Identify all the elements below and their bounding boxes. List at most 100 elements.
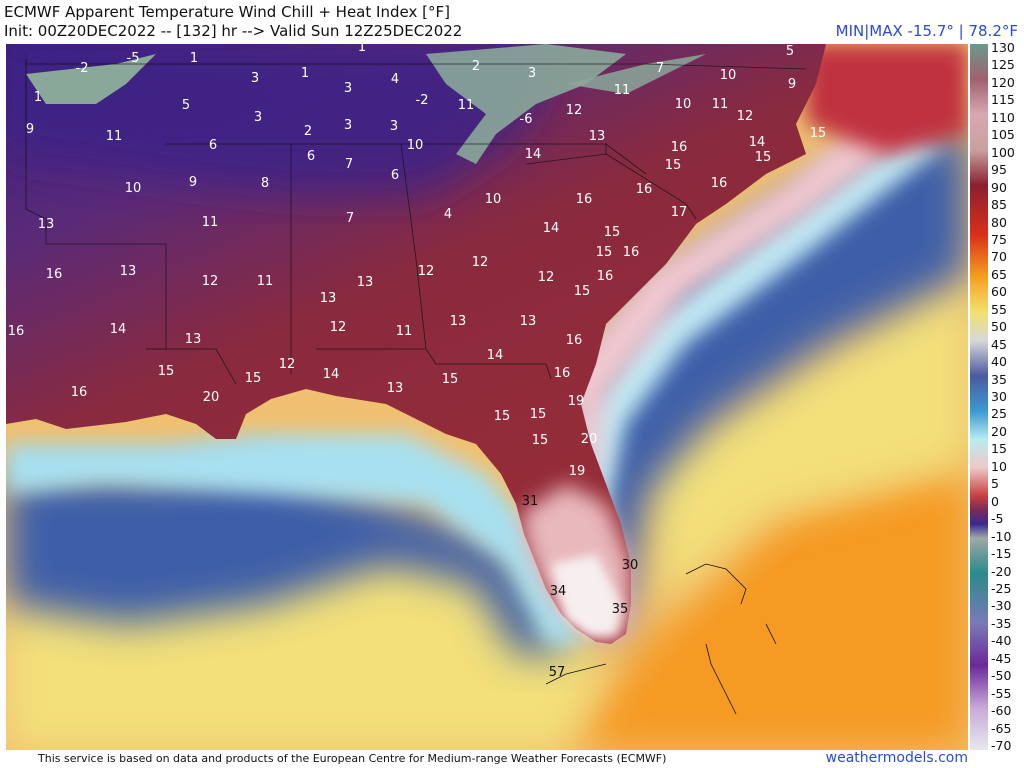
colorbar-tick: 90 (991, 179, 1007, 195)
colorbar-tick: 45 (991, 336, 1007, 352)
temperature-label: 11 (396, 324, 413, 339)
temperature-label: 15 (530, 407, 547, 422)
colorbar-tick: 60 (991, 284, 1007, 300)
temperature-label: 15 (574, 284, 591, 299)
temperature-label: 12 (472, 255, 489, 270)
colorbar-tick: 85 (991, 197, 1007, 213)
colorbar-tick: 95 (991, 162, 1007, 178)
colorbar-tick: -15 (991, 546, 1012, 562)
temperature-label: 12 (538, 270, 555, 285)
map-title: ECMWF Apparent Temperature Wind Chill + … (4, 3, 450, 21)
temperature-label: 15 (532, 433, 549, 448)
colorbar (970, 44, 988, 750)
temperature-label: 15 (596, 245, 613, 260)
temperature-label: 11 (257, 274, 274, 289)
colorbar-ticks: 130 125 120 115 110 105 100 95 90 85 80 75 70 65 60 55 5… (989, 40, 1023, 753)
temperature-label: -2 (416, 93, 429, 108)
temperature-label: 10 (485, 192, 502, 207)
temperature-label: 1 (190, 51, 198, 66)
header: ECMWF Apparent Temperature Wind Chill + … (0, 0, 1024, 44)
temperature-label: 16 (576, 192, 593, 207)
temperature-label: 15 (604, 225, 621, 240)
temperature-label: -6 (520, 112, 533, 127)
temperature-label: 16 (636, 182, 653, 197)
colorbar-tick: -70 (991, 738, 1012, 753)
colorbar-tick: 15 (991, 441, 1007, 457)
data-credit: This service is based on data and produc… (38, 752, 667, 765)
colorbar-tick: 100 (991, 144, 1015, 160)
colorbar-tick: 110 (991, 109, 1015, 125)
colorbar-tick: 20 (991, 423, 1007, 439)
temperature-label: 15 (810, 126, 827, 141)
temperature-label: 4 (444, 207, 452, 222)
colorbar-tick: -10 (991, 528, 1012, 544)
temperature-label: 12 (279, 357, 296, 372)
temperature-label: 3 (528, 66, 536, 81)
temperature-label: 16 (597, 269, 614, 284)
temperature-label: 34 (550, 584, 567, 599)
temperature-label: 11 (458, 98, 475, 113)
temperature-label: 15 (442, 372, 459, 387)
colorbar-tick: 35 (991, 371, 1007, 387)
colorbar-tick: 130 (991, 40, 1015, 55)
colorbar-tick: 65 (991, 266, 1007, 282)
temperature-label: 3 (390, 119, 398, 134)
temperature-label: 16 (8, 324, 25, 339)
colorbar-tick: 0 (991, 493, 999, 509)
temperature-label: 30 (622, 558, 639, 573)
colorbar-tick: -65 (991, 720, 1012, 736)
temperature-label: 15 (245, 371, 262, 386)
temperature-label: 13 (185, 332, 202, 347)
temperature-label: 5 (786, 44, 794, 59)
colorbar-tick: 75 (991, 231, 1007, 247)
temperature-label: 10 (407, 138, 424, 153)
temperature-label: 7 (656, 61, 664, 76)
colorbar-tick: -5 (991, 511, 1004, 527)
temperature-label: 16 (623, 245, 640, 260)
temperature-label: 10 (675, 97, 692, 112)
temperature-label: 6 (209, 138, 217, 153)
temperature-label: 3 (251, 71, 259, 86)
temperature-label: 1 (358, 44, 366, 55)
temperature-label: 13 (38, 217, 55, 232)
temperature-label: 8 (261, 176, 269, 191)
colorbar-tick: 25 (991, 406, 1007, 422)
temperature-label: 13 (520, 314, 537, 329)
temperature-label: 7 (345, 157, 353, 172)
temperature-label: 16 (671, 140, 688, 155)
colorbar-tick: -60 (991, 703, 1012, 719)
colorbar-tick: -25 (991, 580, 1012, 596)
temperature-label: 12 (566, 103, 583, 118)
temperature-label: 15 (755, 150, 772, 165)
temperature-label: 15 (494, 409, 511, 424)
temperature-label: 15 (665, 158, 682, 173)
temperature-label: 6 (307, 149, 315, 164)
temperature-map[interactable]: -2 -5 1 1 5 1 3 1 3 4 2 3 7 10 9 5 3 -2 11 -6 11 12 10 11 12 9 11 2… (6, 44, 968, 750)
colorbar-tick: 80 (991, 214, 1007, 230)
temperature-label: 14 (110, 322, 127, 337)
colorbar-tick: 55 (991, 301, 1007, 317)
colorbar-tick: 50 (991, 319, 1007, 335)
temperature-label: 3 (254, 110, 262, 125)
temperature-label: 16 (566, 333, 583, 348)
temperature-label: 19 (568, 394, 585, 409)
temperature-label: 3 (344, 81, 352, 96)
colorbar-tick: 105 (991, 127, 1015, 143)
brand-link[interactable]: weathermodels.com (825, 750, 968, 766)
colorbar-tick: -35 (991, 615, 1012, 631)
temperature-label: 9 (788, 77, 796, 92)
temperature-label: -2 (76, 61, 89, 76)
temperature-label: 13 (387, 381, 404, 396)
colorbar-tick: 5 (991, 476, 999, 492)
temperature-label: 20 (203, 390, 220, 405)
colorbar-tick: 30 (991, 389, 1007, 404)
temperature-label: -5 (127, 51, 140, 66)
temperature-label: 13 (120, 264, 137, 279)
temperature-label: 17 (671, 205, 688, 220)
colorbar-tick: -30 (991, 598, 1012, 614)
temperature-label: 11 (614, 83, 631, 98)
temperature-label: 12 (330, 320, 347, 335)
colorbar-tick: 125 (991, 57, 1015, 73)
min-max-readout: MIN|MAX -15.7° | 78.2°F (835, 22, 1018, 40)
